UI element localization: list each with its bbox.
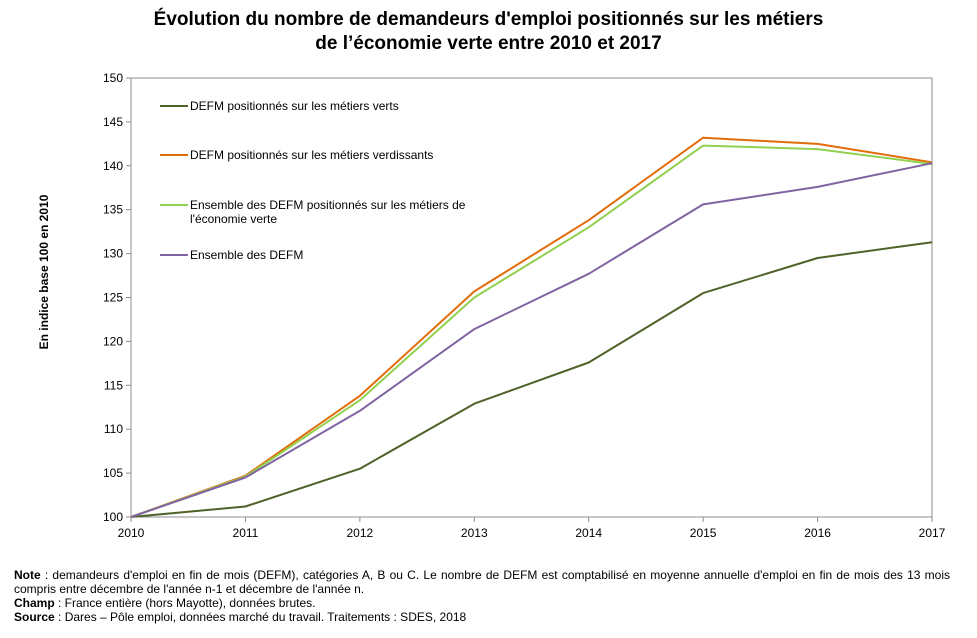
series-4-point: [931, 162, 933, 164]
source-paragraph: Source : Dares – Pôle emploi, données ma…: [14, 610, 950, 624]
source-text: : Dares – Pôle emploi, données marché du…: [54, 610, 467, 624]
y-tick-label: 145: [103, 115, 123, 129]
series-3-point: [473, 297, 475, 299]
x-tick-label: 2012: [347, 526, 374, 540]
series-1-point: [359, 468, 361, 470]
series-1-point: [817, 257, 819, 259]
chart-notes: Note : demandeurs d'emploi en fin de moi…: [14, 568, 950, 624]
y-tick-label: 140: [103, 159, 123, 173]
series-3-point: [588, 226, 590, 228]
y-tick-label: 105: [103, 466, 123, 480]
x-tick-label: 2013: [461, 526, 488, 540]
champ-text: : France entière (hors Mayotte), données…: [54, 596, 316, 610]
series-3-point: [359, 399, 361, 401]
legend-label-3: Ensemble des DEFM positionnés sur les mé…: [190, 198, 466, 226]
x-tick-label: 2016: [804, 526, 831, 540]
series-2-point: [473, 290, 475, 292]
source-label: Source: [14, 610, 55, 624]
chart-title: Évolution du nombre de demandeurs d'empl…: [0, 8, 977, 56]
chart-title-line-2: de l’économie verte entre 2010 et 2017: [315, 33, 662, 54]
series-4-point: [244, 476, 246, 478]
series-line-4: [130, 162, 933, 518]
line-chart: 100 105 110 115 120 125 130 135 140 145 150 2010 201…: [103, 71, 946, 540]
series-3-point: [702, 145, 704, 147]
series-4-point: [817, 186, 819, 188]
series-line-2: [130, 136, 933, 518]
champ-paragraph: Champ : France entière (hors Mayotte), d…: [14, 596, 950, 610]
series-3-point: [817, 148, 819, 150]
note-paragraph: Note : demandeurs d'emploi en fin de moi…: [14, 568, 950, 596]
series-4-point: [702, 203, 704, 205]
series-1-point: [931, 241, 933, 243]
note-text: : demandeurs d'emploi en fin de mois (DE…: [14, 568, 950, 596]
series-2-point: [817, 143, 819, 145]
series-1-point: [244, 505, 246, 507]
series-4-point: [473, 328, 475, 330]
y-tick-label: 120: [103, 334, 123, 348]
y-tick-label: 135: [103, 203, 123, 217]
y-tick-label: 115: [104, 378, 123, 392]
series-1-point: [473, 403, 475, 405]
legend-label-1: DEFM positionnés sur les métiers verts: [190, 99, 399, 113]
series-line-3: [130, 144, 933, 518]
y-tick-label: 150: [103, 71, 123, 85]
legend-label-4: Ensemble des DEFM: [190, 248, 303, 262]
series-2-point: [702, 137, 704, 139]
series-4-point: [130, 516, 132, 518]
y-tick-label: 100: [103, 510, 123, 524]
y-tick-label: 110: [104, 422, 123, 436]
series-2-point: [588, 219, 590, 221]
note-label: Note: [14, 568, 41, 582]
series-1-point: [702, 292, 704, 294]
y-tick-label: 130: [103, 247, 123, 261]
series-4-point: [588, 273, 590, 275]
x-tick-label: 2017: [919, 526, 946, 540]
x-tick-label: 2015: [690, 526, 717, 540]
legend-label-2: DEFM positionnés sur les métiers verdiss…: [190, 148, 433, 162]
chart-title-line-1: Évolution du nombre de demandeurs d'empl…: [153, 9, 824, 30]
champ-label: Champ: [14, 596, 55, 610]
series-2-point: [359, 395, 361, 397]
series-line-1: [130, 241, 933, 518]
series-4-point: [359, 410, 361, 412]
x-tick-label: 2014: [575, 526, 602, 540]
y-tick-label: 125: [103, 291, 123, 305]
x-tick-label: 2010: [118, 526, 145, 540]
series-1-point: [588, 361, 590, 363]
x-tick-label: 2011: [233, 526, 259, 540]
